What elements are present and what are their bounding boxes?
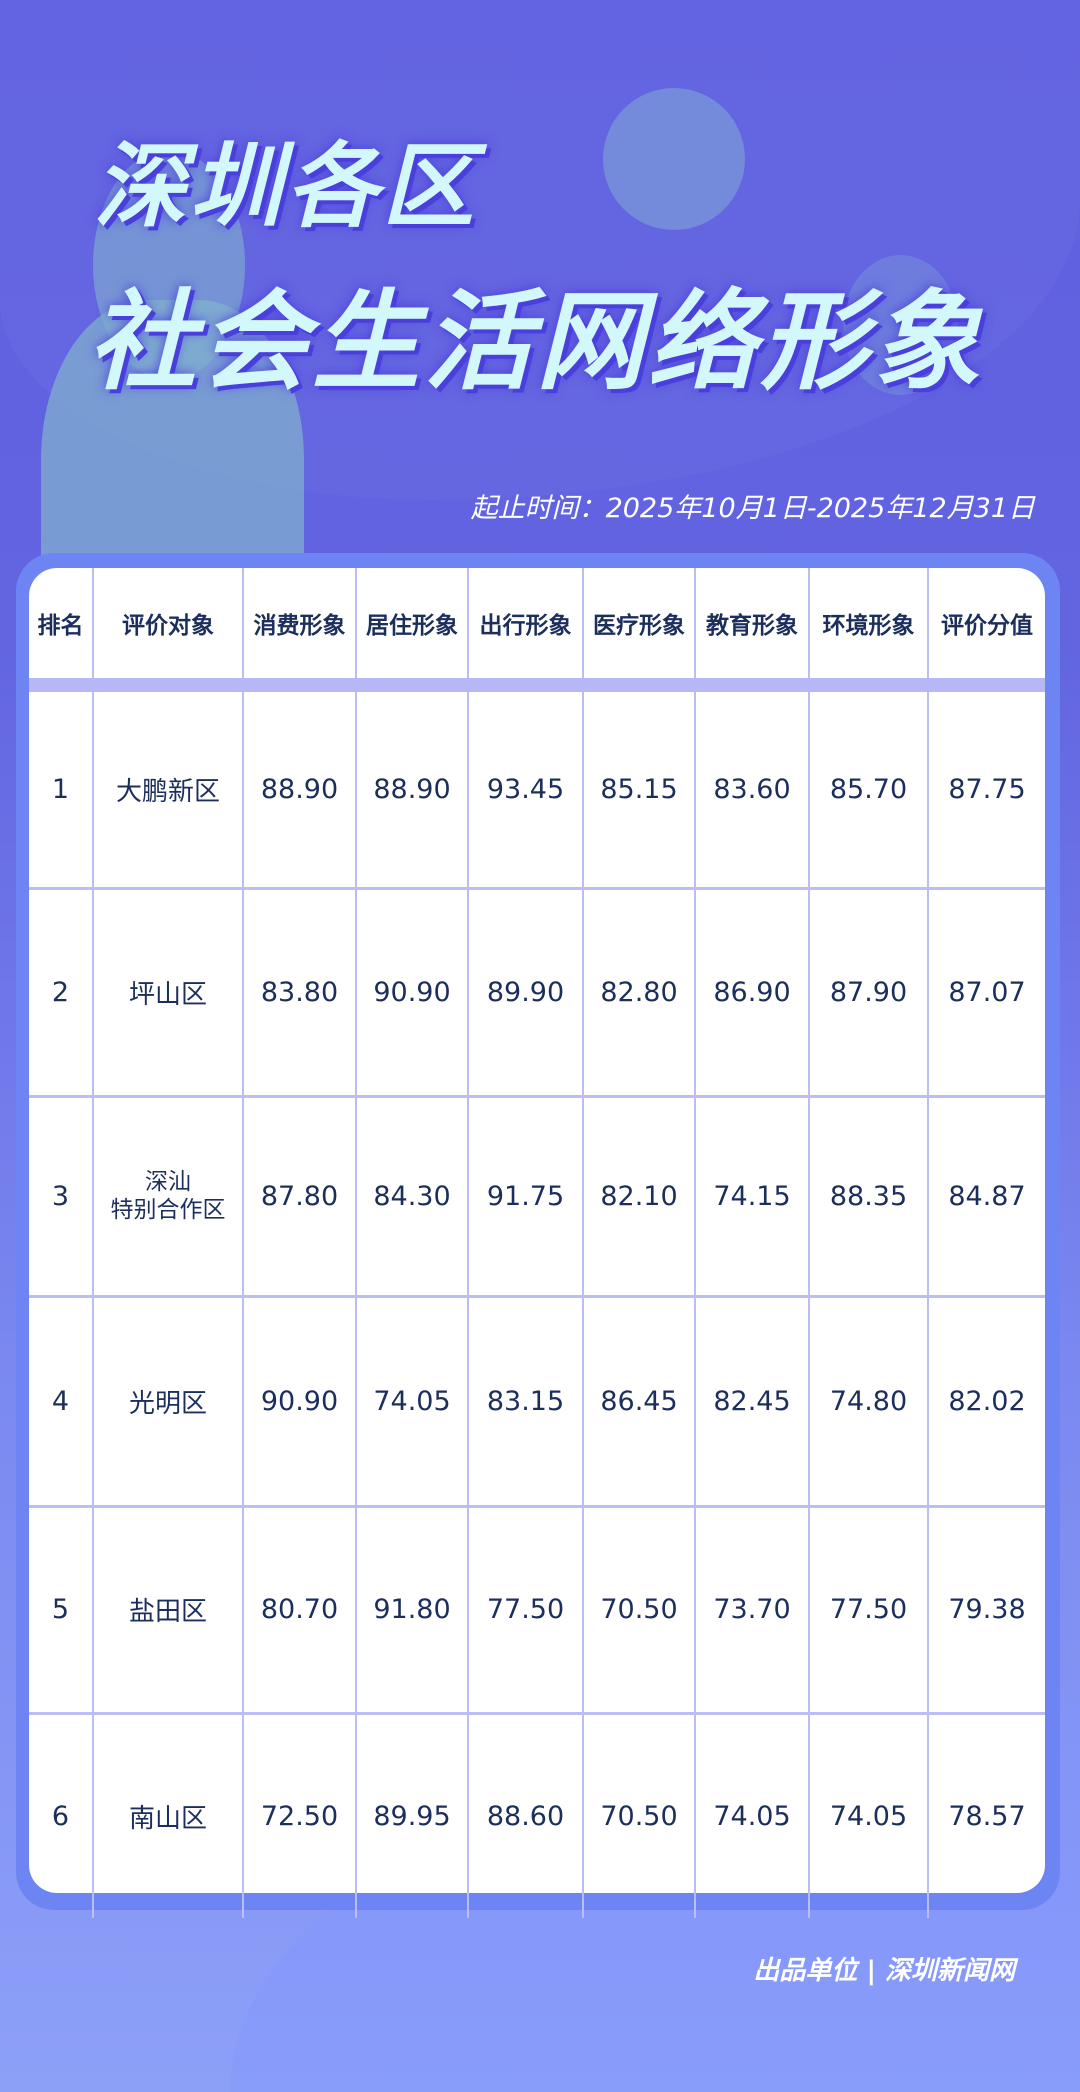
score-cell: 82.80: [583, 886, 696, 1096]
score-cell: 88.90: [243, 692, 357, 888]
score-cell: 83.15: [468, 1294, 584, 1506]
footer-credit: 出品单位 | 深圳新闻网: [753, 1956, 1015, 1986]
rank-cell: 2: [29, 886, 94, 1096]
rank-cell: 6: [29, 1711, 94, 1918]
score-cell: 89.95: [356, 1711, 469, 1918]
rank-cell: 3: [29, 1094, 94, 1296]
column-header: 环境形象: [809, 568, 929, 678]
score-cell: 88.35: [809, 1094, 929, 1296]
table-panel: 排名 评价对象 消费形象 居住形象 出行形象 医疗形象 教育形象 环境形象 评价分值 1 大鹏新区…: [29, 568, 1045, 1918]
district-name-cell: 坪山区: [93, 886, 244, 1096]
district-name-cell: 盐田区: [93, 1504, 244, 1713]
score-cell: 86.45: [583, 1294, 696, 1506]
score-cell: 85.70: [809, 692, 929, 888]
score-cell: 85.15: [583, 692, 696, 888]
score-cell: 77.50: [468, 1504, 584, 1713]
score-cell: 79.38: [928, 1504, 1045, 1713]
table-row: 4 光明区 90.90 74.05 83.15 86.45 82.45 74.80 82.02: [29, 1294, 1045, 1506]
rank-cell: 4: [29, 1294, 94, 1506]
score-cell: 91.80: [356, 1504, 469, 1713]
decor-circle: [843, 255, 958, 395]
score-cell: 80.70: [243, 1504, 357, 1713]
score-cell: 87.90: [809, 886, 929, 1096]
score-cell: 70.50: [583, 1504, 696, 1713]
score-cell: 84.87: [928, 1094, 1045, 1296]
district-name-cell: 光明区: [93, 1294, 244, 1506]
table-row: 2 坪山区 83.80 90.90 89.90 82.80 86.90 87.90 87.07: [29, 886, 1045, 1096]
score-cell: 90.90: [243, 1294, 357, 1506]
rank-cell: 1: [29, 692, 94, 888]
score-cell: 84.30: [356, 1094, 469, 1296]
district-name-cell: 大鹏新区: [93, 692, 244, 888]
table-header-row: 排名 评价对象 消费形象 居住形象 出行形象 医疗形象 教育形象 环境形象 评价分值: [29, 568, 1045, 678]
score-cell: 87.07: [928, 886, 1045, 1096]
ranking-table: 排名 评价对象 消费形象 居住形象 出行形象 医疗形象 教育形象 环境形象 评价分值 1 大鹏新区…: [29, 568, 1045, 1918]
score-cell: 77.50: [809, 1504, 929, 1713]
score-cell: 74.80: [809, 1294, 929, 1506]
column-header: 教育形象: [695, 568, 810, 678]
header-divider: [29, 678, 1045, 692]
district-name-cell: 深汕 特别合作区: [93, 1094, 244, 1296]
score-cell: 93.45: [468, 692, 584, 888]
column-header: 排名: [29, 568, 94, 678]
score-cell: 89.90: [468, 886, 584, 1096]
column-header: 消费形象: [243, 568, 357, 678]
column-header: 评价分值: [941, 613, 1033, 639]
score-cell: 70.50: [583, 1711, 696, 1918]
district-name-cell: 南山区: [93, 1711, 244, 1918]
score-cell: 83.60: [695, 692, 810, 888]
score-cell: 86.90: [695, 886, 810, 1096]
column-header: 居住形象: [356, 568, 469, 678]
score-cell: 74.15: [695, 1094, 810, 1296]
score-cell: 88.90: [356, 692, 469, 888]
score-cell: 87.80: [243, 1094, 357, 1296]
title-line-2: 社会生活网络形象: [88, 280, 985, 405]
score-cell: 72.50: [243, 1711, 357, 1918]
title-line-1: 深圳各区: [94, 133, 479, 240]
score-cell: 78.57: [928, 1711, 1045, 1918]
score-cell: 87.75: [948, 773, 1026, 805]
score-cell: 74.05: [695, 1711, 810, 1918]
score-cell: 82.10: [583, 1094, 696, 1296]
table-row: 3 深汕 特别合作区 87.80 84.30 91.75 82.10 74.15 88.35 8…: [29, 1094, 1045, 1296]
table-row: 1 大鹏新区 88.90 88.90 93.45 85.15 83.60 85.70 87.75: [29, 692, 1045, 888]
score-cell: 74.05: [356, 1294, 469, 1506]
score-cell: 83.80: [243, 886, 357, 1096]
score-cell: 73.70: [695, 1504, 810, 1713]
score-cell: 74.05: [809, 1711, 929, 1918]
decor-circle: [603, 88, 745, 230]
date-range: 起止时间：2025年10月1日-2025年12月31日: [470, 493, 1035, 524]
score-cell: 91.75: [468, 1094, 584, 1296]
score-cell: 82.02: [928, 1294, 1045, 1506]
column-header: 出行形象: [468, 568, 584, 678]
column-header: 评价对象: [93, 568, 244, 678]
score-cell: 88.60: [468, 1711, 584, 1918]
table-card: 排名 评价对象 消费形象 居住形象 出行形象 医疗形象 教育形象 环境形象 评价分值 1 大鹏新区…: [16, 553, 1060, 1918]
score-cell: 82.45: [695, 1294, 810, 1506]
score-cell: 90.90: [356, 886, 469, 1096]
rank-cell: 5: [29, 1504, 94, 1713]
column-header: 医疗形象: [583, 568, 696, 678]
table-row: 6 南山区 72.50 89.95 88.60 70.50 74.05 74.05 78.57: [29, 1711, 1045, 1918]
table-row: 5 盐田区 80.70 91.80 77.50 70.50 73.70 77.50 79.38: [29, 1504, 1045, 1713]
